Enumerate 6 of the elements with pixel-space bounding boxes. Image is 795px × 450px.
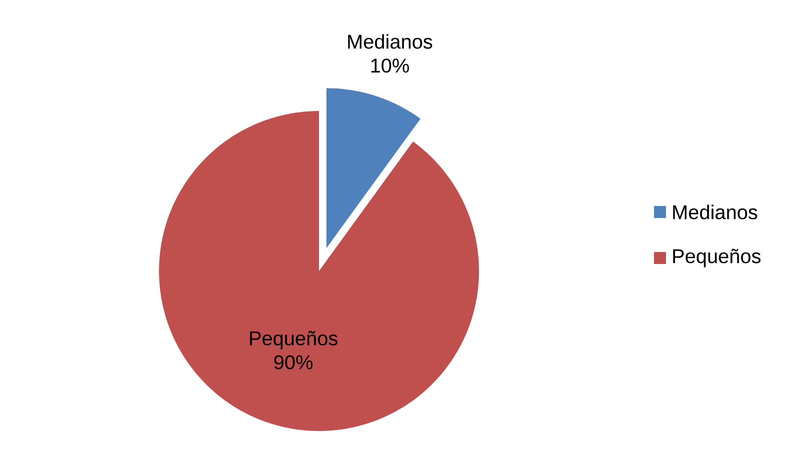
legend-label: Medianos xyxy=(673,204,758,220)
data-label: 90% xyxy=(274,355,313,370)
slice-label: Medianos xyxy=(348,34,432,49)
legend-label: Pequeños xyxy=(673,248,761,268)
slice-label: Pequeños xyxy=(250,330,338,350)
data-label: 10% xyxy=(371,58,409,73)
